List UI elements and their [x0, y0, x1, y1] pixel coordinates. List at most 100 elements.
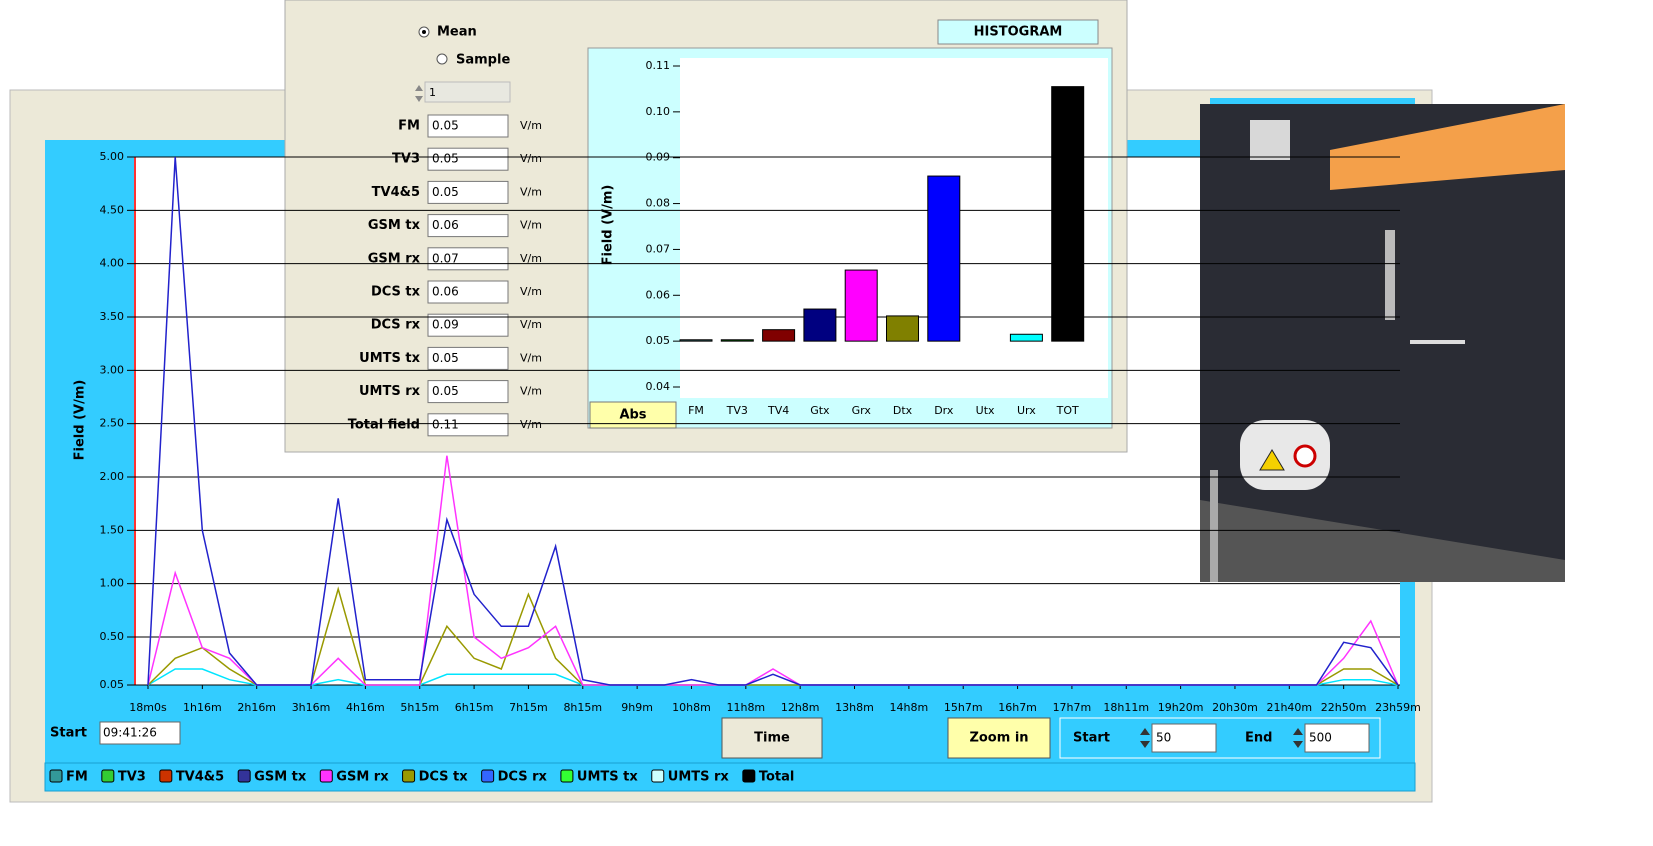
frame-strip: [1210, 98, 1415, 104]
x-tick-label: Gtx: [810, 404, 830, 417]
zoom-button-label[interactable]: Zoom in: [969, 731, 1028, 746]
mean-label[interactable]: Mean: [437, 25, 477, 40]
field-label: UMTS rx: [359, 384, 421, 399]
legend-swatch: [319, 769, 333, 783]
time-button-label[interactable]: Time: [754, 731, 790, 746]
sample-index-box[interactable]: [424, 81, 511, 103]
x-tick-label: 12h8m: [781, 701, 820, 714]
x-tick-label: 19h20m: [1158, 701, 1204, 714]
y-tick-label: 3.50: [100, 310, 125, 323]
time-button[interactable]: [721, 717, 823, 759]
x-tick-label: 10h8m: [672, 701, 711, 714]
zoom-button[interactable]: [947, 717, 1051, 759]
field-unit: V/m: [520, 351, 542, 364]
range-end-box[interactable]: [1304, 723, 1370, 753]
field-box: [427, 413, 509, 437]
y-tick-label: 5.00: [100, 150, 125, 163]
x-tick-label: Grx: [852, 404, 872, 417]
field-box: [427, 247, 509, 271]
y-tick-label: 2.00: [100, 470, 125, 483]
x-tick-label: TOT: [1056, 404, 1079, 417]
field-unit: V/m: [520, 119, 542, 132]
legend: FM TV3 TV4&5 GSM tx GSM rx DCS tx DCS rx UMTS t…: [49, 769, 794, 785]
start-label: Start: [50, 726, 87, 741]
field-label: GSM tx: [368, 218, 421, 233]
field-box: [427, 346, 509, 370]
x-tick-label: Drx: [934, 404, 954, 417]
x-tick-label: 9h9m: [621, 701, 653, 714]
y-tick-label: 4.00: [100, 257, 125, 270]
x-tick-label: 15h7m: [944, 701, 983, 714]
y-axis-title: Field (V/m): [73, 380, 88, 461]
field-box: [427, 114, 509, 138]
field-value: 0.05: [432, 384, 459, 398]
range-group: [1059, 717, 1381, 759]
x-tick-label: 14h8m: [890, 701, 929, 714]
field-label: DCS rx: [371, 318, 421, 333]
field-value: 0.07: [432, 251, 459, 265]
x-tick-label: 8h15m: [563, 701, 602, 714]
x-tick-label: 2h16m: [237, 701, 276, 714]
photo: [1200, 104, 1565, 582]
bar: [1051, 86, 1085, 342]
spinner[interactable]: [1140, 728, 1150, 748]
radio-sample[interactable]: [436, 53, 448, 65]
x-tick-label: 22h50m: [1321, 701, 1367, 714]
x-tick-label: 17h7m: [1053, 701, 1092, 714]
spinner[interactable]: [415, 85, 423, 102]
sample-index[interactable]: 1: [429, 86, 436, 99]
abs-button-label[interactable]: Abs: [619, 408, 646, 423]
y-tick-label: 0.07: [646, 242, 671, 255]
histogram-button[interactable]: [937, 19, 1099, 45]
field-value: 0.06: [432, 218, 459, 232]
start-time-box: [99, 721, 181, 745]
legend-bar: [44, 762, 1416, 792]
x-tick-label: 23h59m: [1375, 701, 1421, 714]
field-value: 0.05: [432, 351, 459, 365]
field-unit: V/m: [520, 418, 542, 431]
spinner[interactable]: [1293, 728, 1303, 748]
range-start-box[interactable]: [1151, 723, 1217, 753]
y-tick-label: 0.11: [646, 59, 671, 72]
y-tick-label: 0.06: [646, 288, 671, 301]
y-tick-label: 1.50: [100, 523, 125, 536]
bar: [679, 339, 713, 342]
range-end[interactable]: 500: [1309, 731, 1332, 745]
histogram-plot: [680, 58, 1108, 398]
field-value: 0.09: [432, 318, 459, 332]
legend-label: GSM tx: [254, 770, 307, 785]
x-tick-label: 11h8m: [726, 701, 765, 714]
field-label: TV4&5: [372, 185, 420, 200]
legend-label: DCS tx: [419, 770, 469, 785]
range-end-label: End: [1245, 731, 1272, 746]
series-line: [147, 156, 1399, 686]
y-tick-label: 0.50: [100, 630, 125, 643]
legend-label: GSM rx: [336, 770, 389, 785]
legend-swatch: [742, 769, 756, 783]
y-tick-label: 4.50: [100, 203, 125, 216]
range-start[interactable]: 50: [1156, 731, 1171, 745]
y-tick-label: 1.00: [100, 577, 125, 590]
x-tick-label: 3h16m: [292, 701, 331, 714]
x-tick-label: 18m0s: [129, 701, 167, 714]
x-tick-label: 20h30m: [1212, 701, 1258, 714]
x-tick-label: 7h15m: [509, 701, 548, 714]
x-tick-label: 4h16m: [346, 701, 385, 714]
field-unit: V/m: [520, 252, 542, 265]
bar: [720, 339, 754, 342]
x-tick-label: 18h11m: [1103, 701, 1149, 714]
bar: [844, 269, 878, 342]
legend-swatch: [402, 769, 416, 783]
bar: [762, 329, 796, 342]
histogram-button-label[interactable]: HISTOGRAM: [974, 25, 1063, 40]
bar: [1009, 333, 1043, 342]
legend-swatch: [481, 769, 495, 783]
y-tick-label: 0.05: [646, 334, 671, 347]
bar: [927, 175, 961, 342]
sample-label[interactable]: Sample: [456, 53, 510, 68]
field-unit: V/m: [520, 185, 542, 198]
legend-label: TV3: [118, 770, 146, 785]
legend-label: UMTS tx: [577, 770, 638, 785]
field-label: DCS tx: [371, 285, 421, 300]
field-unit: V/m: [520, 152, 542, 165]
